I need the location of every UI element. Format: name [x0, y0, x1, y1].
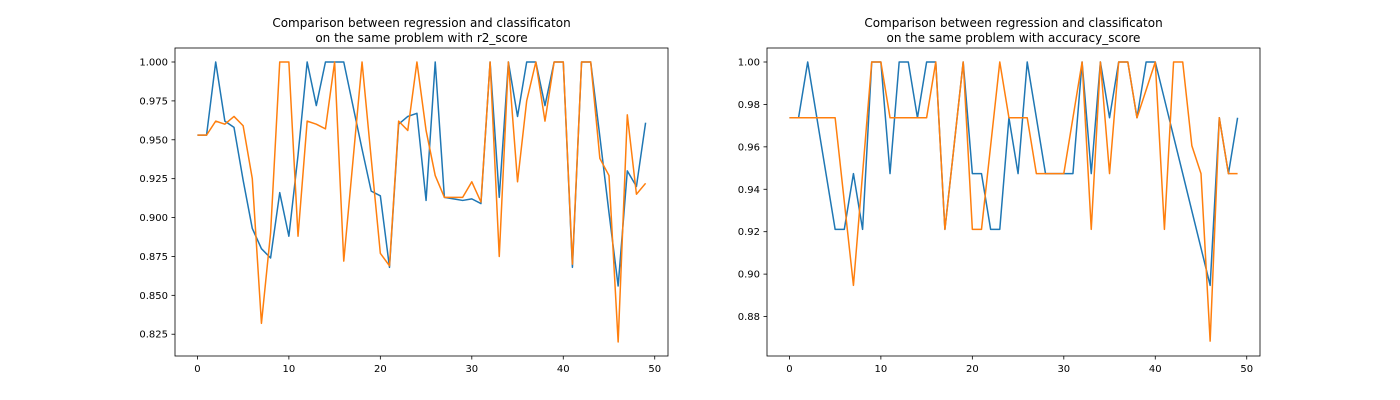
y-tick-label: 0.88	[738, 312, 760, 323]
x-tick-label: 10	[283, 364, 296, 375]
y-tick-label: 0.90	[738, 270, 760, 281]
x-tick-label: 20	[966, 364, 979, 375]
y-tick-label: 0.925	[139, 174, 168, 185]
blue-line	[789, 61, 1239, 287]
x-tick-label: 30	[1057, 364, 1070, 375]
y-tick-label: 0.850	[139, 291, 168, 302]
chart-title-line2: on the same problem with accuracy_score	[887, 31, 1141, 45]
y-tick-label: 1.000	[139, 58, 168, 69]
orange-line	[197, 61, 647, 343]
x-tick-label: 50	[1240, 364, 1253, 375]
chart-title-line1: Comparison between regression and classi…	[272, 16, 570, 30]
x-tick-label: 50	[648, 364, 661, 375]
y-tick-label: 0.950	[139, 135, 168, 146]
x-tick-label: 10	[875, 364, 888, 375]
axes-accuracy: Comparison between regression and classi…	[738, 16, 1261, 375]
axes-frame	[174, 47, 669, 357]
y-tick-label: 0.92	[738, 227, 760, 238]
y-tick-label: 0.94	[738, 185, 760, 196]
y-tick-label: 0.98	[738, 100, 760, 111]
x-tick-label: 40	[557, 364, 570, 375]
orange-line	[789, 61, 1238, 342]
y-tick-label: 0.900	[139, 213, 168, 224]
y-tick-label: 0.825	[139, 330, 168, 341]
axes-frame	[766, 47, 1261, 357]
chart-title-line2: on the same problem with r2_score	[315, 31, 527, 45]
x-tick-label: 20	[374, 364, 387, 375]
y-tick-label: 0.96	[738, 142, 760, 153]
x-tick-label: 30	[465, 364, 478, 375]
axes-r2: Comparison between regression and classi…	[139, 16, 669, 375]
x-tick-label: 0	[786, 364, 792, 375]
x-tick-label: 40	[1149, 364, 1162, 375]
chart-title-line1: Comparison between regression and classi…	[864, 16, 1162, 30]
y-tick-label: 1.00	[738, 58, 760, 69]
y-tick-label: 0.975	[139, 96, 168, 107]
y-tick-label: 0.875	[139, 252, 168, 263]
x-tick-label: 0	[194, 364, 200, 375]
